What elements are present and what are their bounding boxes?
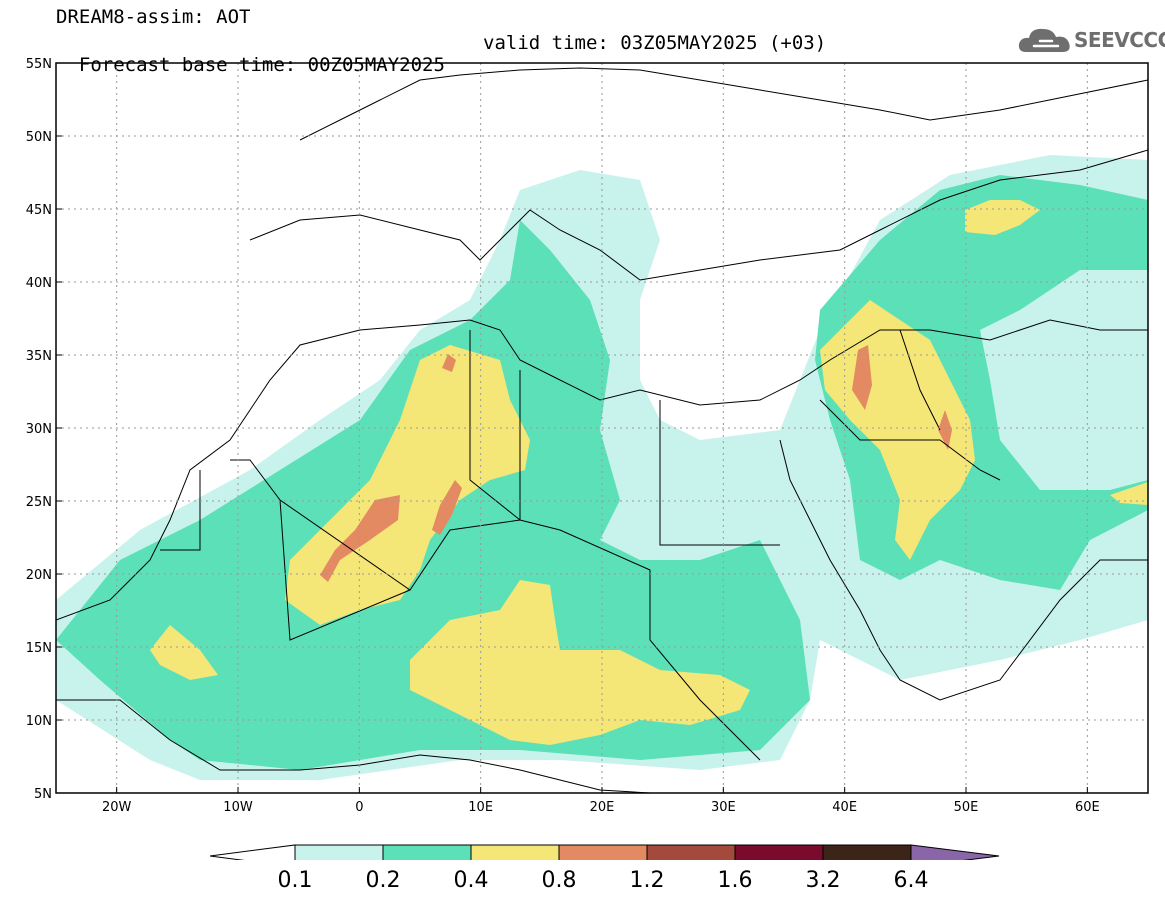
lon-tick-label: 30E [711,800,736,815]
colorbar-segment [294,844,384,860]
lat-tick-label: 30N [26,422,52,437]
base-time-label: Forecast base time: 00Z05MAY2025 [78,54,445,76]
aot-contour-0.4-caspian [965,200,1040,235]
forecast-times: Forecast base time: 00Z05MAY2025 valid t… [56,32,826,98]
aot-contour-0.4-chad [410,580,750,745]
lon-tick-label: 20E [590,800,615,815]
colorbar-label: 6.4 [893,868,929,893]
logo-text: SEEVCCC [1074,28,1165,52]
lat-tick-label: 15N [26,641,52,656]
colorbar-segment [382,844,472,860]
map-axis-ticks: 20W 10W 0 10E 20E 30E 40E 50E 60E 5N 10N 15N 20N 25N 3… [26,57,1100,815]
aot-contour-0.4-westafrica [150,625,218,680]
colorbar-label: 0.1 [277,868,313,893]
lat-tick-label: 55N [26,57,52,72]
aot-map: 20W 10W 0 10E 20E 30E 40E 50E 60E 5N 10N 15N 20N 25N 3… [26,57,1149,860]
lon-tick-label: 60E [1075,800,1100,815]
coastlines [56,67,1148,793]
aot-contour-0.8 [320,495,400,582]
lat-tick-label: 40N [26,276,52,291]
colorbar-label: 0.8 [541,868,577,893]
aot-field [56,155,1148,780]
aot-contour-0.8-d [852,345,872,410]
colorbar [209,844,1000,860]
lat-tick-label: 35N [26,349,52,364]
lat-tick-label: 25N [26,495,52,510]
aot-contour-0.8-e [938,410,952,450]
colorbar-segment [734,844,824,860]
colorbar-segment [822,844,912,860]
aot-contour-0.8-b [432,480,462,535]
lon-tick-label: 10E [468,800,493,815]
lon-tick-label: 20W [102,800,132,815]
colorbar-under-triangle [209,844,296,860]
lon-tick-label: 0 [355,800,363,815]
lat-tick-label: 50N [26,130,52,145]
lat-tick-label: 5N [34,787,52,802]
colorbar-over-triangle [910,844,1000,860]
colorbar-segment [646,844,736,860]
lon-tick-label: 10W [223,800,253,815]
colorbar-label: 1.2 [629,868,665,893]
cloud-icon [1018,28,1070,52]
valid-time-label: valid time: 03Z05MAY2025 (+03) [483,32,827,54]
colorbar-label: 0.2 [365,868,401,893]
colorbar-label: 3.2 [805,868,841,893]
colorbar-segment [558,844,648,860]
lat-tick-label: 20N [26,568,52,583]
colorbar-label: 0.4 [453,868,489,893]
lon-tick-label: 50E [954,800,979,815]
lat-tick-label: 45N [26,203,52,218]
map-title: DREAM8-assim: AOT [56,6,251,28]
colorbar-label: 1.6 [717,868,753,893]
aot-contour-0.8-c [442,354,456,372]
seevccc-logo: SEEVCCC [1018,24,1165,56]
lat-tick-label: 10N [26,714,52,729]
aot-contour-0.4-gulf [1110,482,1148,505]
colorbar-segment [470,844,560,860]
lon-tick-label: 40E [832,800,857,815]
